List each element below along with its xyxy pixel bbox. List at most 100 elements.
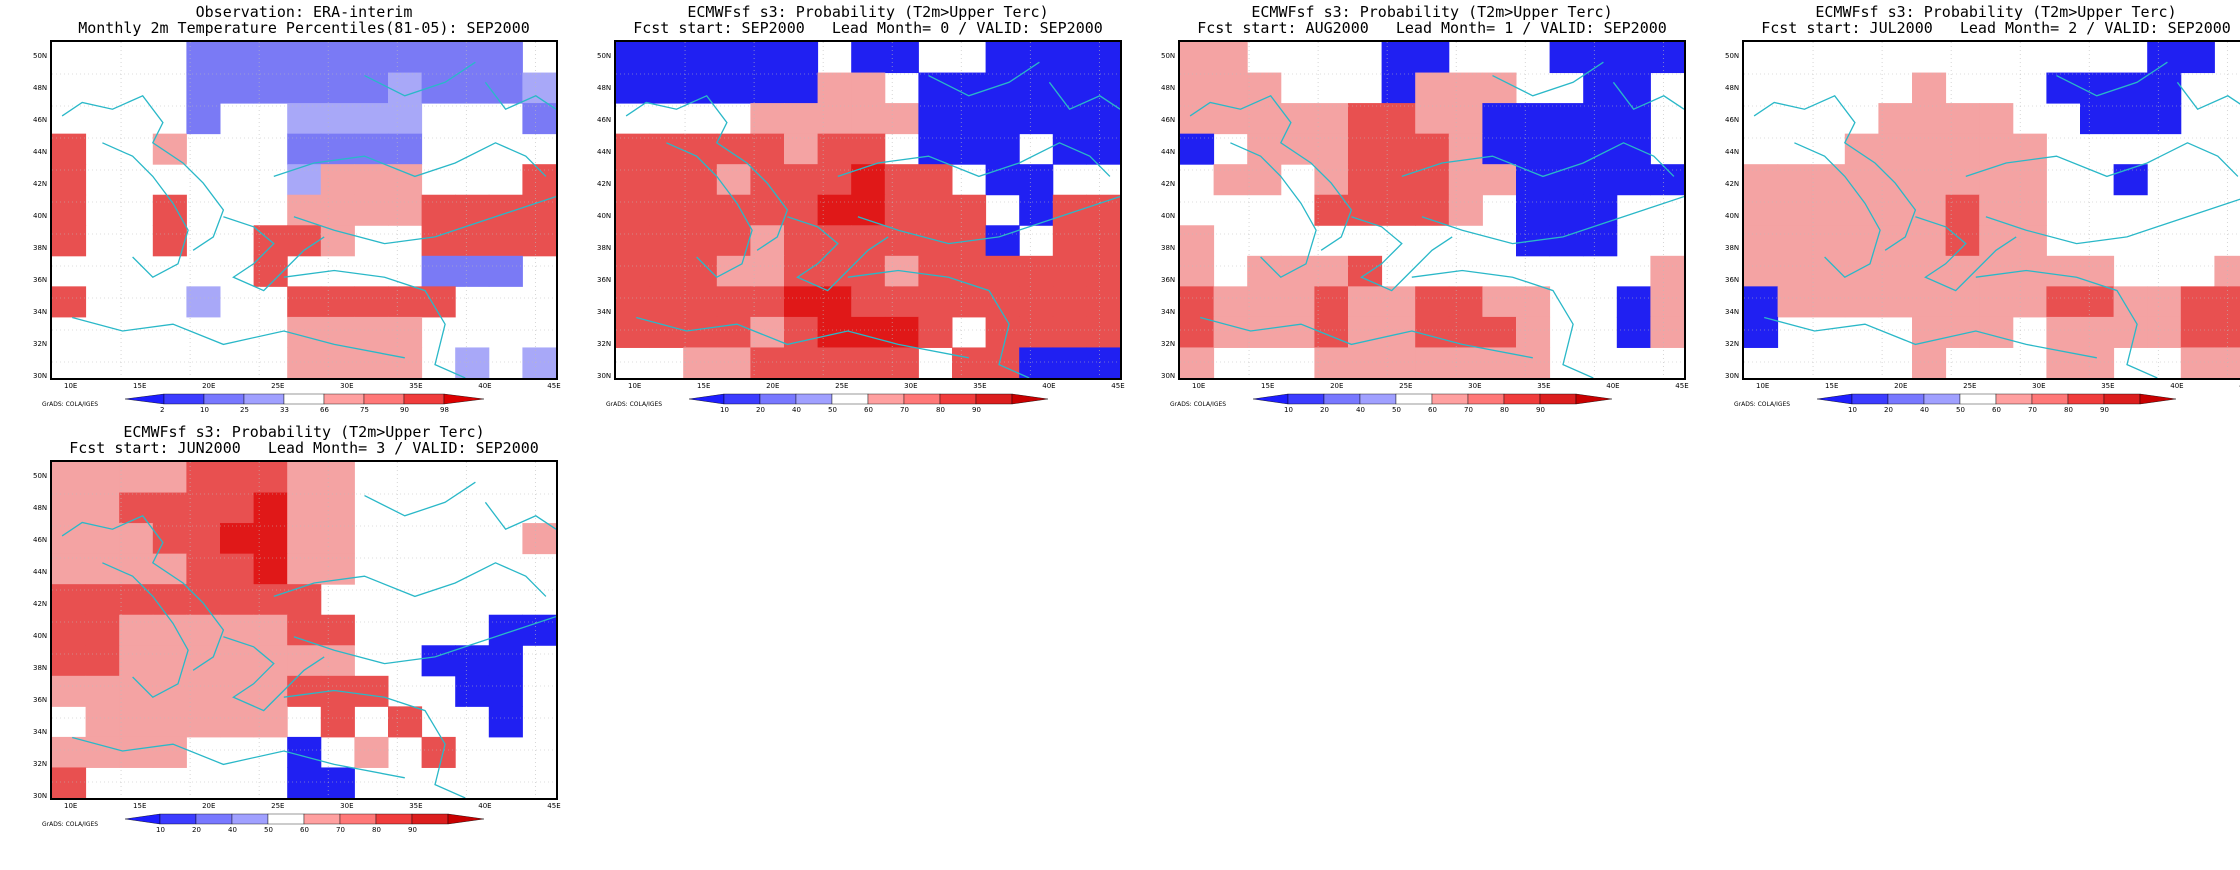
lon-tick-label: 20E <box>1894 382 1908 390</box>
colorbar <box>124 393 485 405</box>
grid-cell <box>750 42 785 74</box>
grid-cell <box>1019 286 1054 318</box>
colorbar <box>688 393 1049 405</box>
colorbar-label: 40 <box>1920 406 1929 414</box>
grid-cell <box>1912 225 1947 257</box>
grid-cell <box>119 645 154 677</box>
grid-cell <box>851 42 886 74</box>
grid-cell <box>320 164 355 196</box>
grid-cell <box>287 584 322 616</box>
grid-cell <box>1086 347 1120 378</box>
grid-cell <box>1516 133 1551 165</box>
lon-tick-label: 45E <box>1111 382 1125 390</box>
grid-cell <box>985 316 1020 348</box>
grid-cell <box>918 164 953 196</box>
lat-tick-label: 50N <box>597 52 612 60</box>
lon-tick-label: 35E <box>1537 382 1551 390</box>
grid-cell <box>1878 286 1913 318</box>
grid-cell <box>287 645 322 677</box>
colorbar-swatch <box>939 393 977 405</box>
colorbar-label: 33 <box>280 406 289 414</box>
map-panel-obs: Observation: ERA-interim Monthly 2m Temp… <box>30 4 578 450</box>
grads-credit: GrADS: COLA/IGES <box>1734 401 1791 408</box>
grid-cell <box>716 133 751 165</box>
grid-cell <box>287 462 322 494</box>
lat-tick-label: 48N <box>1161 84 1176 92</box>
grid-cell <box>851 286 886 318</box>
grid-cell <box>1777 164 1812 196</box>
lat-tick-label: 48N <box>33 84 48 92</box>
lat-tick-label: 38N <box>1161 244 1176 252</box>
lat-tick-label: 38N <box>33 244 48 252</box>
grid-cell <box>1878 164 1913 196</box>
map-frame <box>50 40 558 380</box>
grid-cell <box>1086 103 1120 135</box>
grid-cell <box>1213 42 1248 74</box>
grid-cell <box>1744 255 1779 287</box>
grid-cell <box>119 706 154 738</box>
grid-cell <box>1616 316 1651 348</box>
colorbar-label: 20 <box>192 826 201 834</box>
colorbar-swatch <box>443 393 485 405</box>
grid-cell <box>784 255 819 287</box>
colorbar-swatch <box>243 393 285 405</box>
grid-cell <box>683 286 718 318</box>
grid-cell <box>2214 255 2240 287</box>
grid-cell <box>1549 164 1584 196</box>
grid-cell <box>1381 194 1416 226</box>
grid-cell <box>1381 103 1416 135</box>
grid-cell <box>851 347 886 378</box>
grid-cell <box>1549 133 1584 165</box>
grid-cell <box>52 194 87 226</box>
grid-cell <box>85 736 120 768</box>
grid-cell <box>985 225 1020 257</box>
grid-cell <box>884 194 919 226</box>
grid-cell <box>388 72 423 104</box>
grid-cell <box>52 614 87 646</box>
lon-tick-label: 45E <box>547 382 561 390</box>
colorbar-swatch <box>2103 393 2141 405</box>
grid-cell <box>1280 133 1315 165</box>
grid-cell <box>1348 255 1383 287</box>
grid-cell <box>522 523 556 555</box>
lat-tick-label: 50N <box>33 52 48 60</box>
grid-cell <box>52 225 87 257</box>
colorbar-swatch <box>1503 393 1541 405</box>
grid-cell <box>152 462 187 494</box>
panel-title-line2: Fcst start: AUG2000 Lead Month= 1 / VALI… <box>1197 19 1667 37</box>
grid-cell <box>616 286 651 318</box>
grid-cell <box>1482 347 1517 378</box>
grid-cell <box>287 103 322 135</box>
colorbar-swatch <box>1431 393 1469 405</box>
grid-cell <box>1019 164 1054 196</box>
grid-cell <box>52 492 87 524</box>
probability-cells <box>1180 42 1684 378</box>
grid-cell <box>119 584 154 616</box>
lat-tick-label: 40N <box>597 212 612 220</box>
grid-cell <box>1844 164 1879 196</box>
grid-cell <box>1616 164 1651 196</box>
grid-cell <box>253 614 288 646</box>
map-panel-lead0: ECMWFsf s3: Probability (T2m>Upper Terc)… <box>594 4 1142 450</box>
grid-cell <box>1912 255 1947 287</box>
grid-cell <box>287 164 322 196</box>
colorbar-label: 66 <box>320 406 329 414</box>
grid-cell <box>616 164 651 196</box>
grid-cell <box>1448 72 1483 104</box>
colorbar <box>1816 393 2177 405</box>
grid-cell <box>2113 164 2148 196</box>
grid-cell <box>1777 255 1812 287</box>
grid-cell <box>85 706 120 738</box>
grid-cell <box>119 523 154 555</box>
grid-cell <box>1213 164 1248 196</box>
graticule <box>52 42 556 378</box>
grid-cell <box>750 255 785 287</box>
lon-tick-label: 25E <box>271 382 285 390</box>
map-canvas <box>52 462 556 798</box>
grid-cell <box>186 492 221 524</box>
grid-cell <box>1878 255 1913 287</box>
grid-cell <box>1052 72 1087 104</box>
grid-cell <box>918 225 953 257</box>
grid-cell <box>388 194 423 226</box>
grid-cell <box>649 72 684 104</box>
